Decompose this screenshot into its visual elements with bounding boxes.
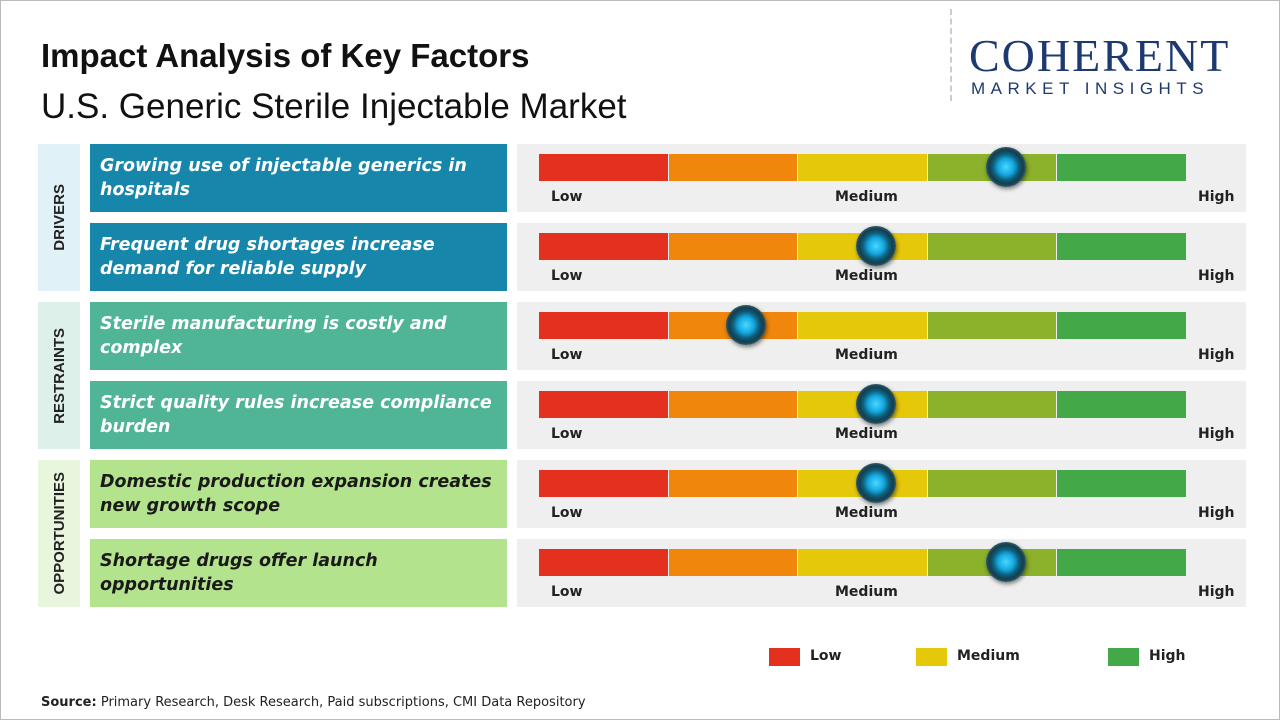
scale-segment xyxy=(539,312,668,339)
factor-box: Growing use of injectable generics in ho… xyxy=(90,144,507,212)
scale-segment xyxy=(1057,312,1186,339)
scale-label: High xyxy=(1198,426,1235,442)
scale-segment xyxy=(927,470,1057,497)
group-label: OPPORTUNITIES xyxy=(50,472,68,595)
impact-knob xyxy=(855,384,896,424)
scale-segment xyxy=(539,391,668,418)
impact-knob xyxy=(855,226,896,266)
logo-name: COHERENT xyxy=(969,30,1231,81)
scale-segment xyxy=(927,391,1057,418)
impact-panel: Low Medium High xyxy=(517,381,1246,449)
source-label: Source: xyxy=(41,695,97,710)
scale-segment xyxy=(927,312,1057,339)
scale-segment xyxy=(539,549,668,576)
scale-label: Medium xyxy=(835,347,898,363)
scale-segment xyxy=(798,312,927,339)
impact-panel: Low Medium High xyxy=(517,302,1246,370)
scale-label: Low xyxy=(551,505,583,521)
scale-segment xyxy=(668,470,798,497)
scale-segment xyxy=(798,154,927,181)
divider xyxy=(950,9,952,101)
scale-segment xyxy=(1057,391,1186,418)
scale-label: Medium xyxy=(835,268,898,284)
legend-swatch xyxy=(769,648,800,666)
factor-box: Frequent drug shortages increase demand … xyxy=(90,223,507,291)
group-label-box: DRIVERS xyxy=(38,144,80,291)
impact-panel: Low Medium High xyxy=(517,144,1246,212)
group-label-box: OPPORTUNITIES xyxy=(38,460,80,607)
scale-segment xyxy=(1057,470,1186,497)
group-label-box: RESTRAINTS xyxy=(38,302,80,449)
scale-label: Low xyxy=(551,426,583,442)
factor-box: Sterile manufacturing is costly and comp… xyxy=(90,302,507,370)
scale-segment xyxy=(668,154,798,181)
scale-label: High xyxy=(1198,268,1235,284)
legend-label: High xyxy=(1149,648,1186,664)
impact-knob xyxy=(855,463,896,503)
scale-label: Low xyxy=(551,347,583,363)
scale-segment xyxy=(668,233,798,260)
scale-segment xyxy=(1057,154,1186,181)
scale-segment xyxy=(927,233,1057,260)
factor-box: Strict quality rules increase compliance… xyxy=(90,381,507,449)
impact-knob xyxy=(726,305,767,345)
source-text: Primary Research, Desk Research, Paid su… xyxy=(100,695,586,710)
scale-segment xyxy=(539,470,668,497)
impact-panel: Low Medium High xyxy=(517,539,1246,607)
subtitle: U.S. Generic Sterile Injectable Market xyxy=(41,87,627,126)
scale-label: High xyxy=(1198,584,1235,600)
scale-segment xyxy=(1057,233,1186,260)
scale-segment xyxy=(539,233,668,260)
scale-segment xyxy=(668,391,798,418)
scale-label: High xyxy=(1198,347,1235,363)
scale-label: Low xyxy=(551,268,583,284)
factor-box: Shortage drugs offer launch opportunitie… xyxy=(90,539,507,607)
scale-segment xyxy=(798,549,927,576)
legend-label: Low xyxy=(810,648,842,664)
legend-swatch xyxy=(1108,648,1139,666)
scale-segment xyxy=(668,549,798,576)
group-label: RESTRAINTS xyxy=(50,327,68,424)
scale-label: Medium xyxy=(835,189,898,205)
group-label: DRIVERS xyxy=(50,184,68,251)
factor-box: Domestic production expansion creates ne… xyxy=(90,460,507,528)
impact-panel: Low Medium High xyxy=(517,223,1246,291)
scale-label: High xyxy=(1198,505,1235,521)
scale-segment xyxy=(1057,549,1186,576)
scale-label: Medium xyxy=(835,584,898,600)
scale-segment xyxy=(539,154,668,181)
impact-knob xyxy=(985,542,1026,582)
logo-tagline: MARKET INSIGHTS xyxy=(971,79,1210,98)
legend-swatch xyxy=(916,648,947,666)
impact-panel: Low Medium High xyxy=(517,460,1246,528)
scale-label: Low xyxy=(551,189,583,205)
scale-label: Medium xyxy=(835,505,898,521)
impact-knob xyxy=(985,147,1026,187)
source: Source: Primary Research, Desk Research,… xyxy=(41,695,586,710)
scale-label: Medium xyxy=(835,426,898,442)
scale-label: Low xyxy=(551,584,583,600)
scale-label: High xyxy=(1198,189,1235,205)
title: Impact Analysis of Key Factors xyxy=(41,37,530,74)
legend-label: Medium xyxy=(957,648,1020,664)
